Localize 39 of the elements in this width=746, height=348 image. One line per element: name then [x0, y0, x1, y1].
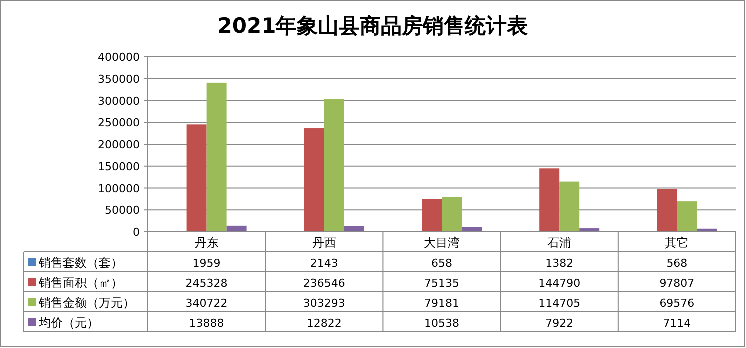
- x-tick-label: 丹西: [312, 236, 336, 250]
- data-label: 236546: [303, 277, 346, 290]
- y-tick-label: 200000: [98, 138, 140, 152]
- data-label: 1382: [546, 257, 574, 270]
- data-label: 1959: [192, 257, 221, 270]
- data-label: 97807: [660, 277, 695, 290]
- y-tick-label: 100000: [98, 182, 140, 196]
- y-tick-label: 250000: [98, 116, 140, 130]
- x-tick-label: 丹东: [194, 236, 219, 250]
- data-label: 2143: [310, 257, 338, 270]
- data-label: 75135: [424, 277, 460, 290]
- data-label: 7922: [546, 317, 574, 330]
- data-label: 7114: [663, 317, 692, 330]
- legend-label: 销售金额（万元）: [38, 296, 135, 310]
- data-label: 340722: [186, 297, 228, 310]
- data-label: 144790: [538, 277, 581, 290]
- y-tick-label: 0: [133, 226, 140, 239]
- data-label: 568: [666, 257, 688, 270]
- data-label: 114705: [538, 297, 581, 310]
- data-label: 303293: [303, 297, 346, 310]
- data-label: 658: [432, 257, 452, 270]
- y-tick-label: 50000: [105, 204, 140, 218]
- y-tick-label: 350000: [98, 72, 140, 86]
- x-tick-label: 大目湾: [424, 236, 460, 250]
- data-label: 245328: [186, 277, 228, 290]
- data-label: 79181: [424, 297, 460, 310]
- legend-label: 均价（元）: [38, 316, 99, 330]
- x-tick-label: 石浦: [548, 236, 572, 250]
- y-tick-label: 400000: [98, 51, 140, 64]
- legend-label: 销售套数（套）: [38, 256, 123, 270]
- data-label: 69576: [660, 297, 695, 310]
- data-label: 13888: [189, 317, 224, 330]
- legend-label: 销售面积（㎡）: [38, 276, 123, 290]
- chart-title: 2021年象山县商品房销售统计表: [218, 14, 528, 38]
- x-tick-label: 其它: [665, 236, 690, 250]
- y-tick-label: 150000: [98, 160, 140, 174]
- data-label: 12822: [306, 317, 342, 330]
- y-tick-label: 300000: [98, 94, 140, 108]
- data-label: 10538: [424, 317, 460, 330]
